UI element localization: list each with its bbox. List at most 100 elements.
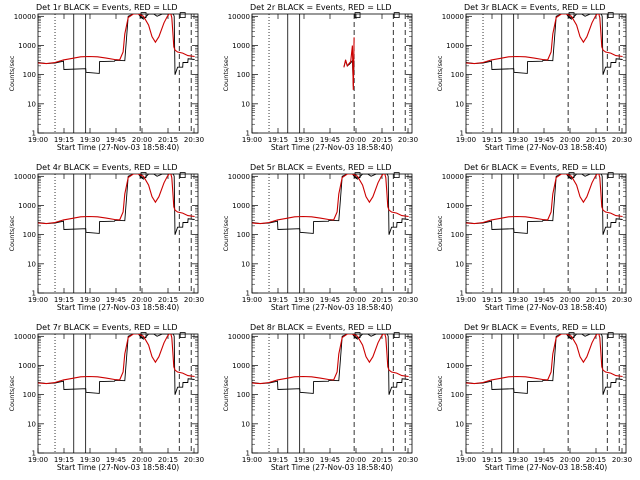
x-axis-title: Start Time (27-Nov-03 18:58:40) xyxy=(485,143,607,152)
y-axis-title: Counts/sec xyxy=(8,375,16,411)
x-tick-label: 20:15 xyxy=(372,136,392,144)
x-tick-label: 19:45 xyxy=(106,296,126,304)
x-tick-label: 19:30 xyxy=(508,136,528,144)
y-axis-title: Counts/sec xyxy=(436,375,444,411)
x-tick-label: 19:00 xyxy=(28,136,48,144)
series-lld-line xyxy=(252,174,409,225)
plot-frame xyxy=(251,333,413,454)
series-events-line xyxy=(252,334,409,395)
x-tick-label: 19:15 xyxy=(482,456,502,464)
chart-panel-4: Det 4r BLACK = Events, RED = LLD 1 10 100 10… xyxy=(8,163,204,312)
series-lld-line xyxy=(252,334,409,385)
x-tick-label: 20:00 xyxy=(346,456,366,464)
x-tick-label: 19:15 xyxy=(54,456,74,464)
x-tick-label: 20:00 xyxy=(560,136,580,144)
y-tick-label: 100 xyxy=(237,71,250,79)
y-tick-label: 10 xyxy=(241,420,250,428)
x-tick-label: 20:15 xyxy=(372,456,392,464)
panel-title: Det 1r BLACK = Events, RED = LLD xyxy=(36,3,178,12)
y-tick-label: 1000 xyxy=(18,42,36,50)
panel-title: Det 5r BLACK = Events, RED = LLD xyxy=(250,163,392,172)
x-tick-label: 19:00 xyxy=(28,296,48,304)
x-tick-label: 19:45 xyxy=(320,296,340,304)
panel-title: Det 8r BLACK = Events, RED = LLD xyxy=(250,323,392,332)
x-tick-label: 20:00 xyxy=(132,456,152,464)
event-marker-square xyxy=(393,172,400,179)
y-tick-label: 100 xyxy=(23,391,36,399)
event-marker-square xyxy=(607,332,614,339)
y-tick-label: 10 xyxy=(27,100,36,108)
chart-panel-6: Det 6r BLACK = Events, RED = LLD 1 10 100 10… xyxy=(436,163,632,312)
plot-frame xyxy=(37,13,199,134)
series-lld-line xyxy=(466,14,623,65)
y-tick-label: 1 xyxy=(460,450,464,458)
panel-title: Det 4r BLACK = Events, RED = LLD xyxy=(36,163,178,172)
chart-panel-2: Det 2r BLACK = Events, RED = LLD 1 10 100 10… xyxy=(222,3,418,152)
series-lld-line xyxy=(466,334,623,385)
x-axis-title: Start Time (27-Nov-03 18:58:40) xyxy=(271,463,393,472)
x-tick-label: 19:15 xyxy=(54,296,74,304)
plot-frame xyxy=(465,13,627,134)
x-tick-label: 19:30 xyxy=(294,456,314,464)
x-tick-label: 19:00 xyxy=(242,136,262,144)
plot-frame xyxy=(37,173,199,294)
panel-title: Det 6r BLACK = Events, RED = LLD xyxy=(464,163,606,172)
y-tick-label: 1000 xyxy=(446,202,464,210)
x-tick-label: 20:15 xyxy=(586,456,606,464)
x-tick-label: 19:00 xyxy=(456,136,476,144)
x-tick-label: 19:30 xyxy=(294,136,314,144)
y-axis-title: Counts/sec xyxy=(8,55,16,91)
x-axis-title: Start Time (27-Nov-03 18:58:40) xyxy=(57,143,179,152)
chart-panel-1: Det 1r BLACK = Events, RED = LLD 1 10 100 10… xyxy=(8,3,204,152)
y-axis-title: Counts/sec xyxy=(436,55,444,91)
chart-panel-3: Det 3r BLACK = Events, RED = LLD 1 10 100 10… xyxy=(436,3,632,152)
x-tick-label: 19:45 xyxy=(534,296,554,304)
chart-panel-7: Det 7r BLACK = Events, RED = LLD 1 10 100 10… xyxy=(8,323,204,472)
x-tick-label: 19:30 xyxy=(508,296,528,304)
event-marker-square xyxy=(393,12,400,19)
x-tick-label: 19:30 xyxy=(508,456,528,464)
series-events-line xyxy=(466,334,623,395)
x-tick-label: 20:30 xyxy=(398,296,418,304)
panel-title: Det 7r BLACK = Events, RED = LLD xyxy=(36,323,178,332)
x-tick-label: 20:00 xyxy=(132,296,152,304)
series-lld-line xyxy=(38,334,195,385)
x-tick-label: 19:15 xyxy=(268,456,288,464)
x-tick-label: 19:00 xyxy=(456,456,476,464)
x-axis-title: Start Time (27-Nov-03 18:58:40) xyxy=(57,463,179,472)
plot-frame xyxy=(465,333,627,454)
x-tick-label: 20:30 xyxy=(398,136,418,144)
y-tick-label: 1 xyxy=(32,450,36,458)
x-tick-label: 20:00 xyxy=(132,136,152,144)
x-tick-label: 19:30 xyxy=(80,296,100,304)
plot-frame xyxy=(251,13,413,134)
y-tick-label: 1000 xyxy=(446,42,464,50)
x-tick-label: 19:30 xyxy=(294,296,314,304)
y-tick-label: 100 xyxy=(451,71,464,79)
series-events-line xyxy=(38,334,195,395)
series-lld-line xyxy=(38,174,195,225)
y-tick-label: 10 xyxy=(241,260,250,268)
x-tick-label: 20:15 xyxy=(158,456,178,464)
y-tick-label: 10000 xyxy=(442,173,464,181)
y-tick-label: 10000 xyxy=(14,333,36,341)
x-tick-label: 19:45 xyxy=(106,136,126,144)
y-tick-label: 1 xyxy=(460,130,464,138)
event-marker-square xyxy=(354,12,361,19)
panel-title: Det 3r BLACK = Events, RED = LLD xyxy=(464,3,606,12)
x-tick-label: 19:45 xyxy=(320,136,340,144)
series-lld-line xyxy=(466,174,623,225)
y-tick-label: 1000 xyxy=(232,362,250,370)
y-tick-label: 1000 xyxy=(232,42,250,50)
series-events-line xyxy=(466,174,623,235)
y-tick-label: 100 xyxy=(451,391,464,399)
y-tick-label: 10 xyxy=(455,100,464,108)
y-tick-label: 10000 xyxy=(228,13,250,21)
x-tick-label: 19:45 xyxy=(534,136,554,144)
y-tick-label: 10000 xyxy=(442,13,464,21)
plot-frame xyxy=(251,173,413,294)
x-axis-title: Start Time (27-Nov-03 18:58:40) xyxy=(485,303,607,312)
y-tick-label: 1000 xyxy=(232,202,250,210)
